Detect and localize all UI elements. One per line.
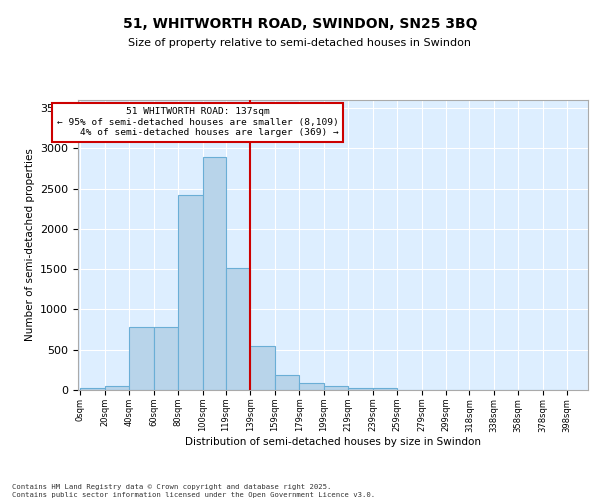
Bar	[324, 386, 348, 390]
Bar	[226, 268, 250, 390]
Text: 51, WHITWORTH ROAD, SWINDON, SN25 3BQ: 51, WHITWORTH ROAD, SWINDON, SN25 3BQ	[123, 18, 477, 32]
Bar	[178, 195, 203, 390]
Bar	[80, 388, 105, 390]
Bar	[275, 374, 299, 390]
Text: Contains HM Land Registry data © Crown copyright and database right 2025.
Contai: Contains HM Land Registry data © Crown c…	[12, 484, 375, 498]
Bar	[250, 346, 275, 390]
Bar	[348, 388, 373, 390]
Y-axis label: Number of semi-detached properties: Number of semi-detached properties	[25, 148, 35, 342]
Text: 51 WHITWORTH ROAD: 137sqm
← 95% of semi-detached houses are smaller (8,109)
    : 51 WHITWORTH ROAD: 137sqm ← 95% of semi-…	[57, 108, 339, 137]
Bar	[299, 383, 324, 390]
Bar	[154, 327, 178, 390]
Bar	[373, 388, 397, 390]
X-axis label: Distribution of semi-detached houses by size in Swindon: Distribution of semi-detached houses by …	[185, 437, 481, 447]
Bar	[105, 386, 130, 390]
Text: Size of property relative to semi-detached houses in Swindon: Size of property relative to semi-detach…	[128, 38, 472, 48]
Bar	[203, 157, 226, 390]
Bar	[130, 327, 154, 390]
